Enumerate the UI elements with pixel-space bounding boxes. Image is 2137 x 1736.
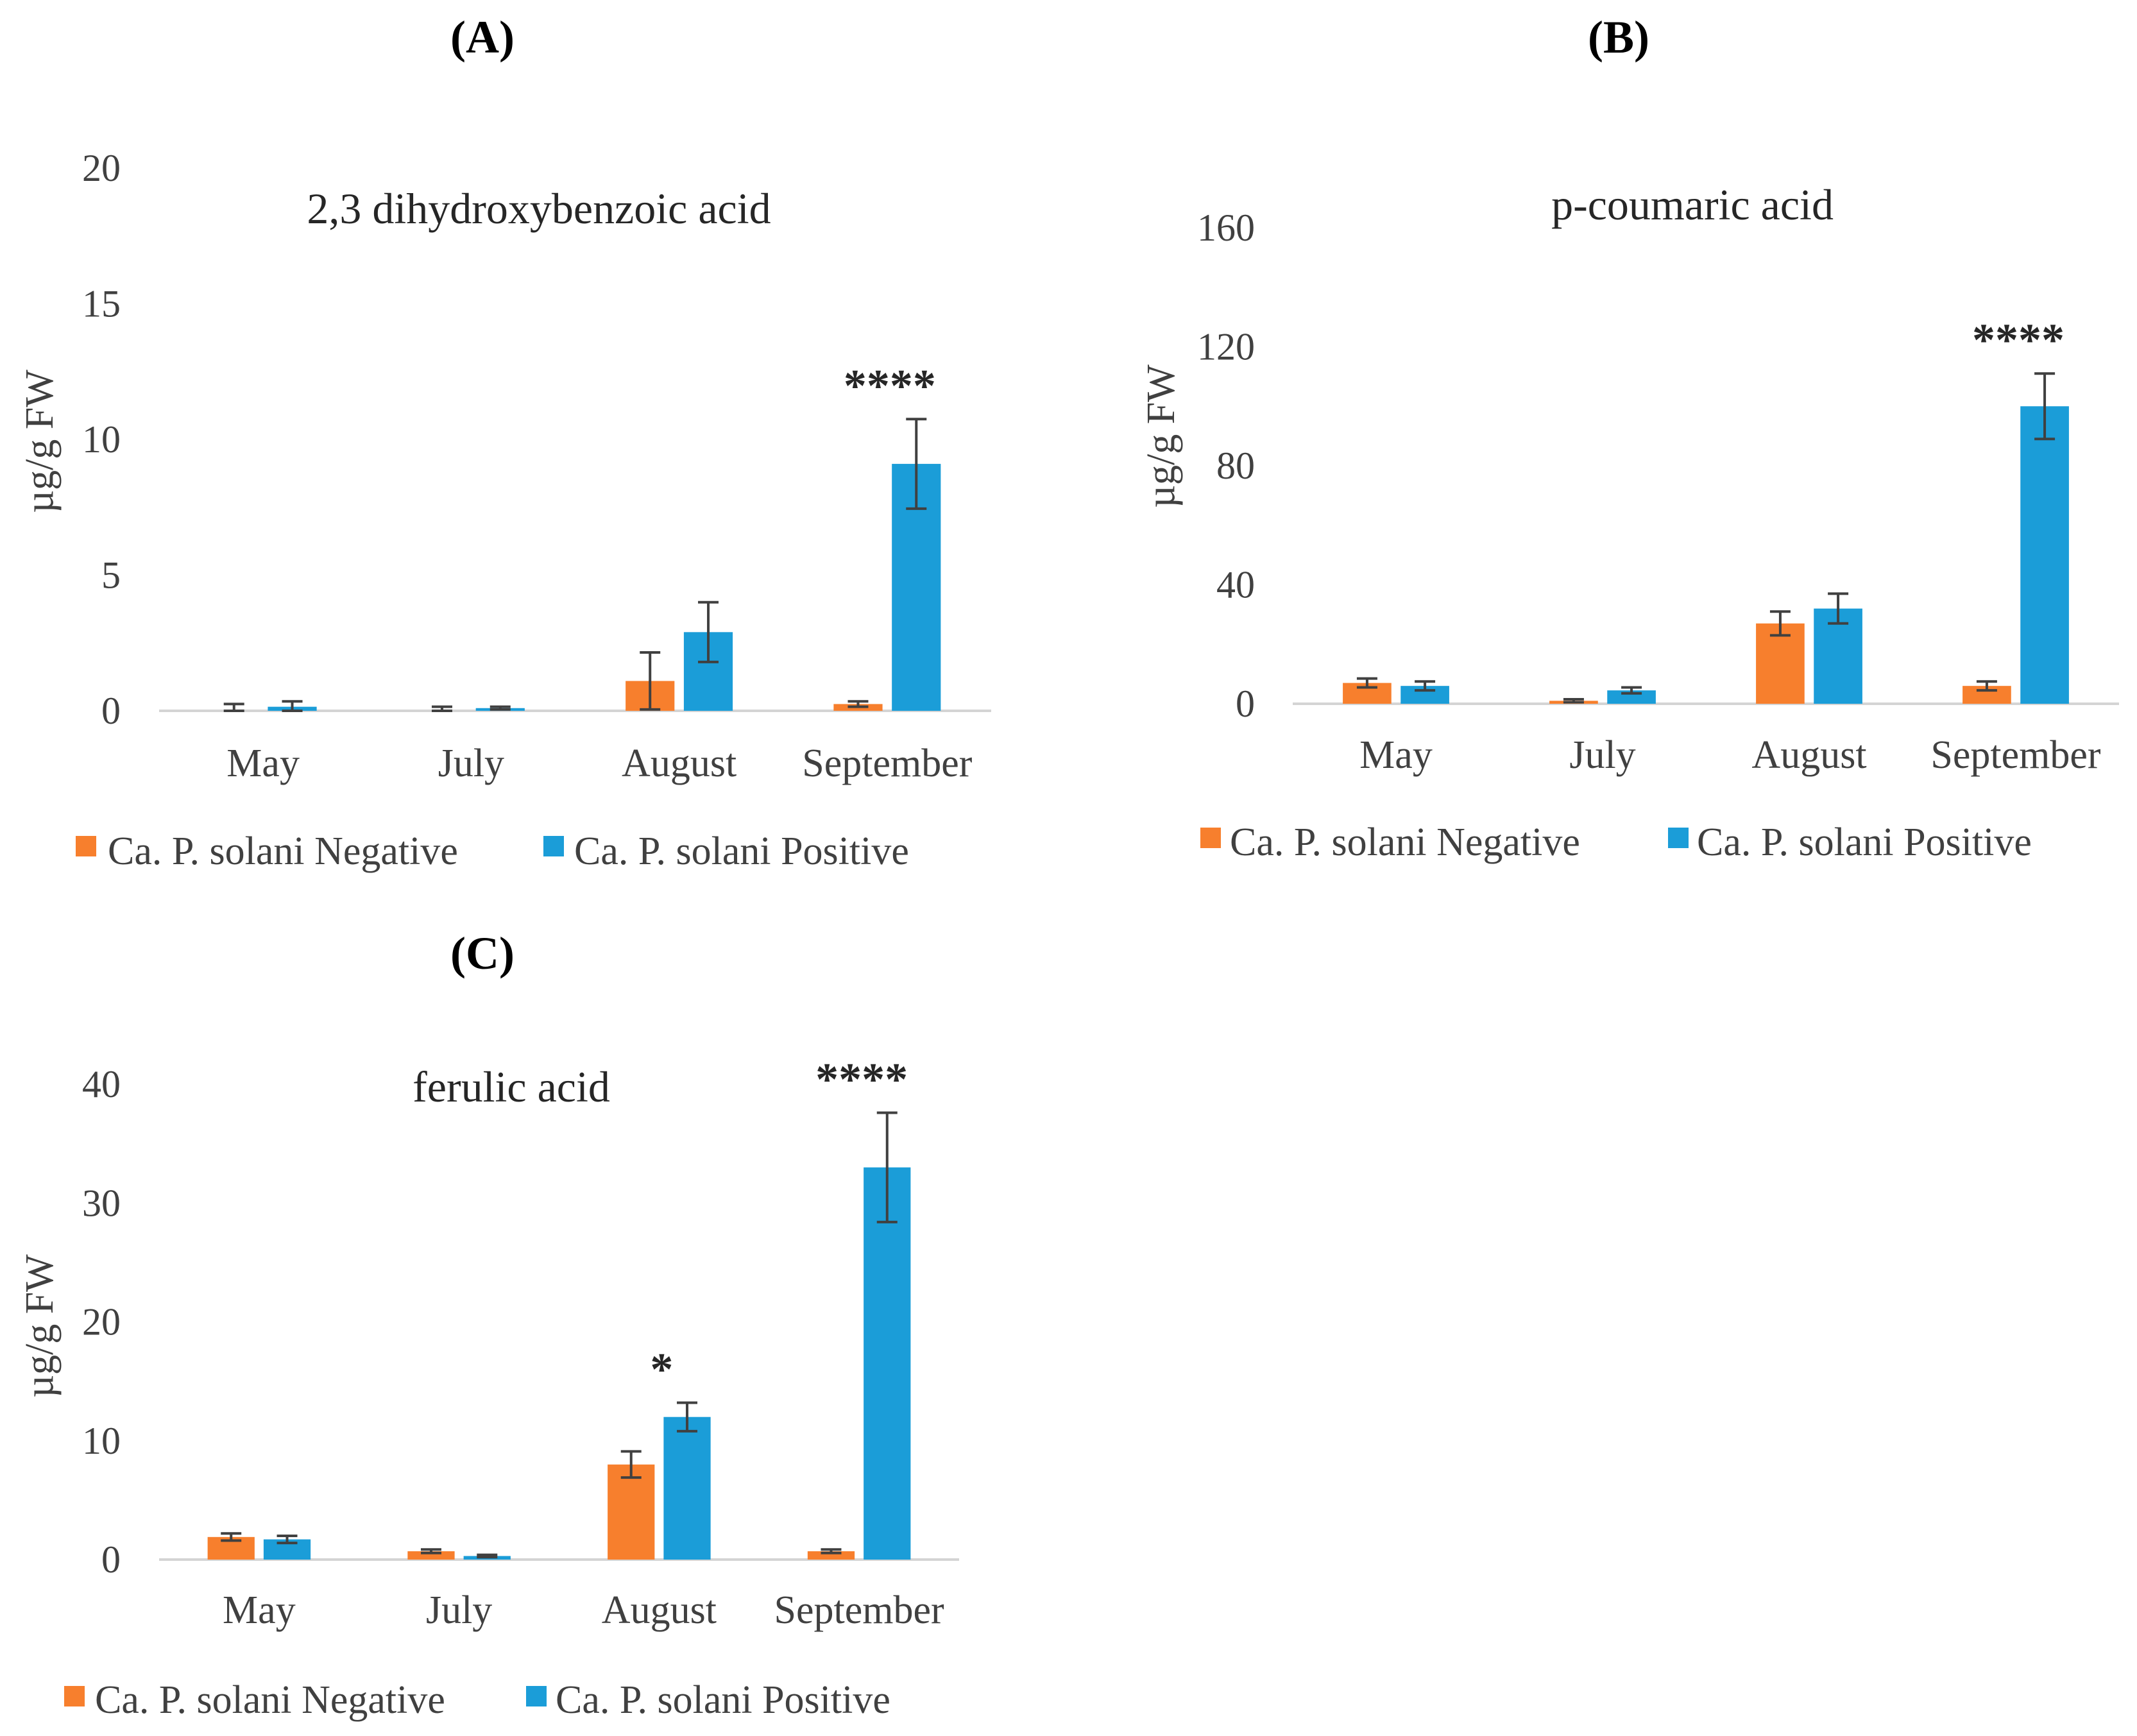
significance-marker: **** — [1972, 314, 2065, 366]
legend-swatch — [76, 836, 96, 856]
legend-label: Ca. P. solani Positive — [556, 1678, 890, 1722]
legend-label: Ca. P. solani Positive — [1697, 821, 2032, 864]
chart-title: 2,3 dihydroxybenzoic acid — [307, 184, 771, 233]
x-category-label: September — [802, 742, 972, 785]
x-category-label: July — [438, 742, 504, 785]
panel-label: (A) — [450, 12, 515, 63]
bar-positive — [2020, 406, 2069, 704]
x-category-label: May — [223, 1588, 296, 1632]
bar-negative — [608, 1464, 655, 1560]
y-tick-label: 20 — [82, 1301, 121, 1343]
panel-label: (B) — [1588, 12, 1649, 63]
x-category-label: August — [602, 1588, 717, 1632]
x-category-label: August — [1751, 733, 1866, 777]
significance-marker: * — [650, 1343, 673, 1395]
significance-marker: **** — [844, 360, 936, 411]
legend-swatch — [543, 836, 564, 856]
y-axis-label: µg/g FW — [18, 370, 62, 513]
y-tick-label: 15 — [82, 283, 121, 325]
x-category-label: July — [426, 1588, 492, 1632]
chart-title: p-coumaric acid — [1551, 180, 1834, 229]
y-tick-label: 0 — [101, 690, 121, 732]
y-tick-label: 40 — [82, 1063, 121, 1105]
x-category-label: July — [1569, 733, 1635, 777]
y-tick-label: 0 — [101, 1538, 121, 1581]
legend-swatch — [1668, 828, 1689, 848]
y-axis-label: µg/g FW — [1139, 364, 1183, 508]
legend-label: Ca. P. solani Negative — [1230, 821, 1580, 864]
panel-label: (C) — [450, 928, 515, 979]
chart-title: ferulic acid — [413, 1062, 610, 1111]
y-axis-label: µg/g FW — [18, 1254, 62, 1398]
y-tick-label: 80 — [1216, 445, 1255, 487]
legend-label: Ca. P. solani Positive — [574, 830, 909, 873]
y-tick-label: 20 — [82, 147, 121, 189]
y-tick-label: 120 — [1197, 326, 1255, 368]
bar-negative — [1756, 623, 1805, 704]
y-tick-label: 160 — [1197, 207, 1255, 249]
significance-marker: **** — [815, 1053, 908, 1105]
y-tick-label: 0 — [1236, 683, 1255, 725]
legend-label: Ca. P. solani Negative — [95, 1678, 445, 1722]
legend-swatch — [64, 1686, 85, 1706]
bar-negative — [807, 1551, 855, 1560]
bar-positive — [864, 1167, 911, 1560]
bar-negative — [407, 1551, 455, 1560]
legend-swatch — [526, 1686, 547, 1706]
y-tick-label: 10 — [82, 1420, 121, 1462]
legend-label: Ca. P. solani Negative — [108, 830, 458, 873]
y-tick-label: 10 — [82, 418, 121, 461]
legend-swatch — [1200, 828, 1221, 848]
chart-panel-3: (C) ferulic acid 0 10 20 30 40 µg/g FW May July Au… — [18, 928, 959, 1722]
chart-panel-2: (B) p-coumaric acid 0 40 80 120 160 µg/g FW May J… — [1139, 12, 2119, 864]
x-category-label: May — [1359, 733, 1433, 777]
y-tick-label: 40 — [1216, 564, 1255, 606]
bar-positive — [1607, 690, 1656, 704]
x-category-label: August — [622, 742, 736, 785]
chart-panel-1: (A) 2,3 dihydroxybenzoic acid 0 5 10 15 20 µg/g… — [18, 12, 991, 873]
y-tick-label: 30 — [82, 1182, 121, 1224]
x-category-label: May — [226, 742, 300, 785]
x-category-label: September — [1930, 733, 2100, 777]
y-tick-label: 5 — [101, 554, 121, 597]
bar-positive — [663, 1417, 711, 1560]
x-category-label: September — [774, 1588, 944, 1632]
